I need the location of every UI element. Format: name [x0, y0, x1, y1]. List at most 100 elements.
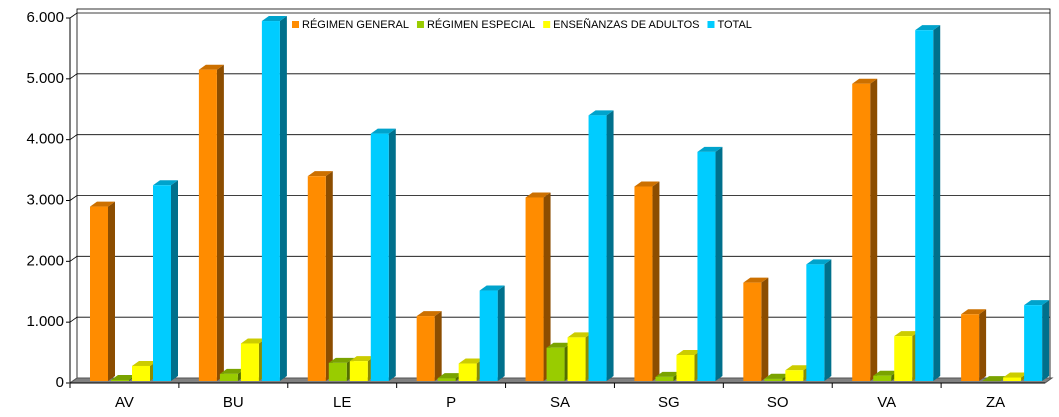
bar-top: [1024, 300, 1050, 306]
bar-front: [219, 373, 238, 381]
bar-top: [219, 368, 245, 374]
bar-top: [982, 376, 1008, 382]
legend-swatch: [707, 21, 715, 28]
bar-side: [497, 285, 505, 381]
bar-top: [153, 180, 178, 186]
bar-front: [546, 347, 565, 381]
bar-top: [479, 285, 505, 291]
bar-top: [634, 181, 660, 187]
bar-top: [458, 358, 484, 364]
bar-top: [852, 78, 878, 84]
bar: [588, 110, 614, 381]
legend-label: RÉGIMEN GENERAL: [302, 18, 409, 31]
bar-top: [806, 259, 832, 265]
bar-top: [655, 371, 681, 377]
bar-top: [525, 192, 551, 198]
bar-side: [108, 201, 115, 381]
bar-front: [458, 363, 477, 381]
bar-side: [870, 78, 878, 381]
bar: [479, 285, 505, 381]
bar-side: [543, 192, 551, 381]
bar-front: [764, 378, 783, 381]
bar-front: [416, 316, 435, 381]
grid-line: [69, 134, 1050, 140]
y-tick-label: 3.000: [26, 191, 64, 208]
grid-line: [69, 255, 1050, 262]
y-tick-label: 2.000: [26, 252, 64, 269]
bar-front: [240, 343, 259, 381]
bar-side: [1042, 300, 1050, 381]
bar: [307, 171, 333, 381]
legend-label: TOTAL: [717, 19, 751, 31]
bar: [525, 192, 551, 381]
bar-side: [979, 309, 987, 381]
grid-line: [69, 195, 1050, 201]
bar-top: [961, 309, 987, 315]
legend-label: ENSEÑANZAS DE ADULTOS: [553, 18, 699, 31]
bar-front: [370, 133, 389, 381]
bar: [915, 25, 941, 382]
bar-side: [216, 64, 224, 381]
bar-side: [761, 277, 769, 381]
grid-line: [69, 73, 1050, 80]
bar-front: [785, 370, 804, 381]
bar: [90, 201, 115, 381]
bar-front: [697, 151, 716, 381]
bar-top: [676, 350, 702, 356]
bar-front: [894, 336, 913, 381]
bar-side: [715, 146, 723, 381]
x-tick-label: SA: [550, 394, 570, 411]
bar-top: [261, 16, 287, 22]
bar: [634, 181, 660, 381]
legend-swatch: [416, 21, 424, 28]
legend-label: RÉGIMEN ESPECIAL: [427, 18, 535, 31]
bar-top: [1003, 372, 1029, 378]
bar: [416, 311, 442, 381]
bar-top: [328, 357, 354, 363]
bar: [806, 259, 832, 381]
bar-front: [567, 337, 586, 381]
x-tick-label: ZA: [986, 394, 1005, 411]
bar-side: [606, 110, 614, 381]
bar-front: [676, 355, 695, 381]
bar-front: [153, 185, 171, 381]
legend-swatch: [543, 21, 551, 28]
x-tick-label: P: [446, 394, 456, 411]
bar-top: [588, 110, 614, 116]
x-tick-label: VA: [877, 394, 896, 411]
bar-front: [873, 375, 892, 381]
legend-swatch: [292, 21, 299, 28]
bar-side: [388, 128, 396, 381]
y-tick-label: 5.000: [26, 70, 64, 87]
y-tick-label: 0: [56, 374, 64, 391]
bar-front: [132, 365, 150, 381]
bar-top: [132, 360, 157, 366]
bar-top: [546, 342, 572, 348]
bar-front: [111, 379, 129, 381]
bar-top: [111, 374, 136, 380]
y-tick-label: 6.000: [26, 9, 64, 26]
bar-front: [655, 376, 674, 381]
bar-front: [437, 378, 456, 381]
plot-area: [76, 8, 1051, 379]
bar: [697, 146, 723, 381]
bar: [743, 277, 769, 381]
x-tick-label: SO: [767, 394, 789, 411]
x-tick-label: LE: [333, 394, 351, 411]
bar-top: [894, 331, 920, 337]
bar-front: [634, 186, 653, 381]
bar: [153, 180, 178, 381]
bar-top: [198, 64, 224, 70]
x-tick-label: AV: [115, 394, 134, 411]
bar-top: [349, 356, 375, 362]
bar-front: [588, 115, 607, 381]
bar-front: [525, 197, 544, 381]
bar-top: [437, 373, 463, 379]
bar-front: [479, 290, 498, 381]
bar-side: [279, 16, 287, 382]
bar-top: [416, 311, 442, 317]
y-tick-label: 4.000: [26, 131, 64, 148]
bar-side: [325, 171, 333, 381]
bar-top: [240, 338, 266, 344]
